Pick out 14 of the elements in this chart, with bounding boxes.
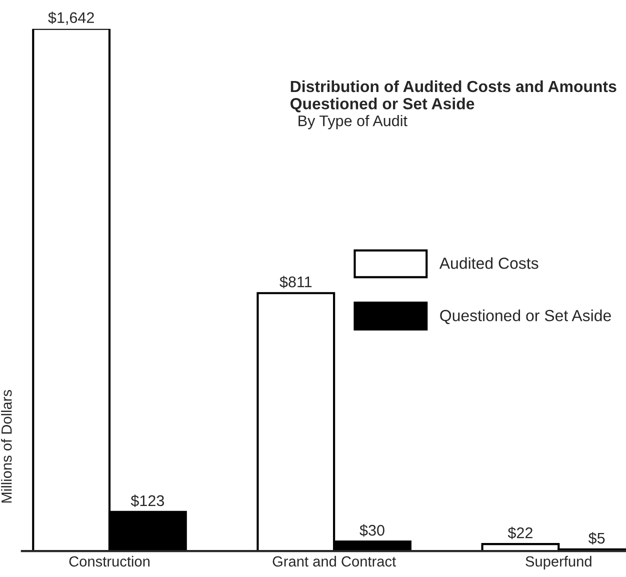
data-label: $811 [280, 276, 312, 288]
legend-label: Questioned or Set Aside [440, 310, 611, 324]
legend-label: Audited Costs [439, 257, 538, 269]
data-label: $22 [508, 526, 532, 540]
data-label: $123 [130, 494, 164, 508]
y-axis-title: Millions of Dollars [1, 390, 12, 503]
text: Distribution of Audited Costs and Amounts Questioned or Set Aside [290, 80, 616, 112]
data-label: $1,642 [48, 12, 94, 25]
data-label: $30 [360, 524, 384, 537]
x-tick-label: Superfund [526, 556, 592, 570]
x-tick-label: Grant and Contract [272, 556, 396, 567]
text: By Type of Audit [298, 115, 408, 130]
data-label: $5 [588, 532, 605, 545]
x-tick-label: Construction [69, 556, 150, 567]
